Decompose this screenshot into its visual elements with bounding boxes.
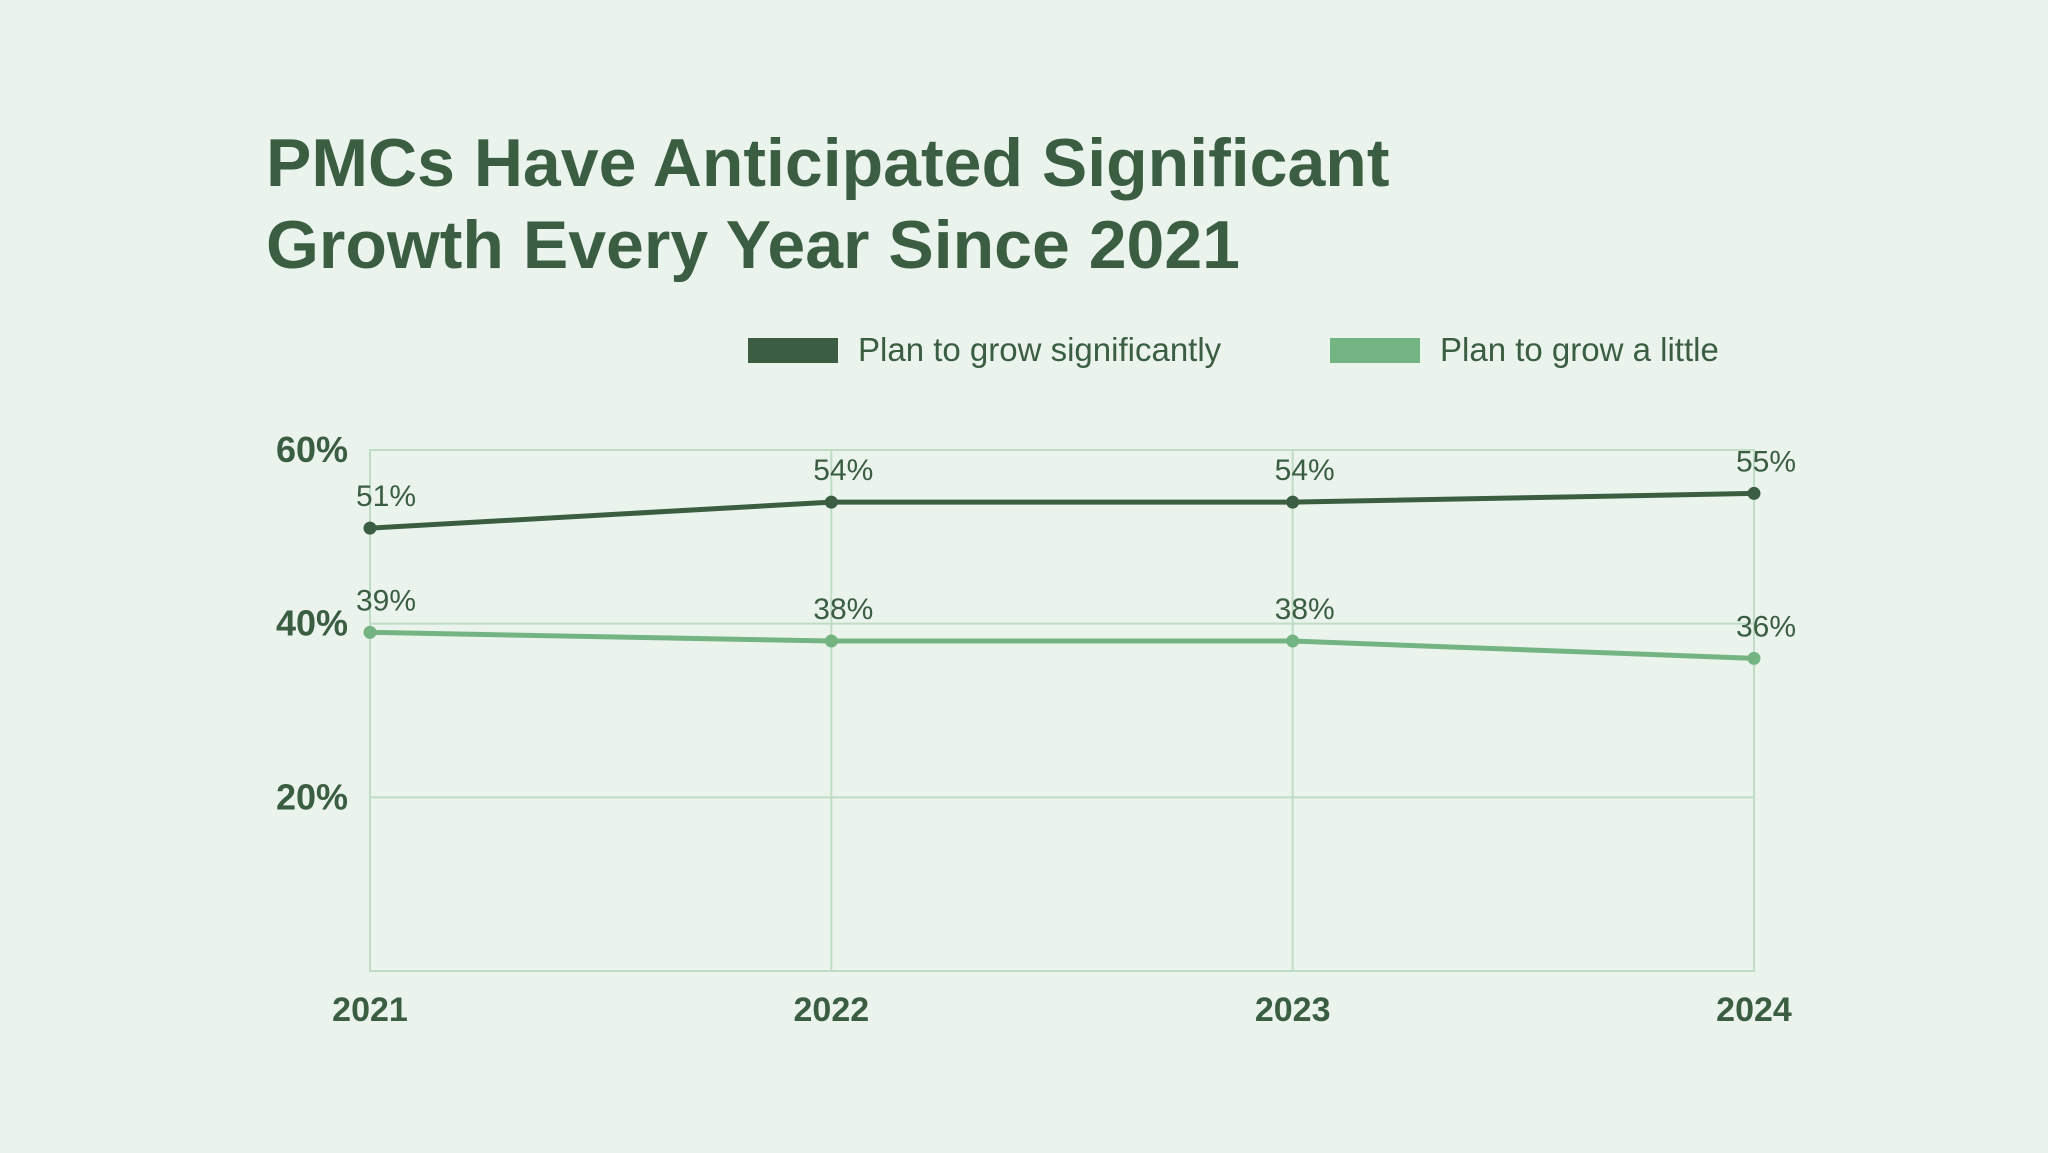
data-point <box>363 625 377 639</box>
data-label: 54% <box>1275 454 1335 487</box>
plot-frame <box>369 449 1755 972</box>
data-label: 38% <box>1275 593 1335 626</box>
x-tick-label: 2022 <box>794 991 870 1029</box>
x-tick-label: 2021 <box>332 991 408 1029</box>
data-point <box>1286 634 1300 648</box>
data-label: 36% <box>1736 610 1796 643</box>
data-point <box>1747 486 1761 500</box>
y-tick-label: 60% <box>276 429 348 470</box>
legend-label: Plan to grow a little <box>1440 331 1719 368</box>
legend-swatch <box>1330 338 1420 363</box>
y-tick-label: 40% <box>276 603 348 644</box>
data-label: 55% <box>1736 445 1796 478</box>
data-point <box>1286 495 1300 509</box>
chart-title: PMCs Have Anticipated Significant Growth… <box>266 122 1566 286</box>
x-tick-label: 2024 <box>1716 991 1792 1029</box>
data-label: 51% <box>356 480 416 513</box>
data-label: 39% <box>356 584 416 617</box>
data-point <box>824 495 838 509</box>
y-tick-label: 20% <box>276 776 348 817</box>
data-point <box>1747 651 1761 665</box>
data-label: 38% <box>813 593 873 626</box>
legend-swatch <box>748 338 838 363</box>
series-line-1 <box>367 629 1757 661</box>
legend-label: Plan to grow significantly <box>858 331 1222 368</box>
data-point <box>363 521 377 535</box>
data-label: 54% <box>813 454 873 487</box>
x-tick-label: 2023 <box>1255 991 1331 1029</box>
series-line-0 <box>367 490 1757 531</box>
chart-title-line-1: PMCs Have Anticipated Significant <box>266 125 1390 201</box>
chart-title-line-2: Growth Every Year Since 2021 <box>266 207 1240 283</box>
data-point <box>824 634 838 648</box>
